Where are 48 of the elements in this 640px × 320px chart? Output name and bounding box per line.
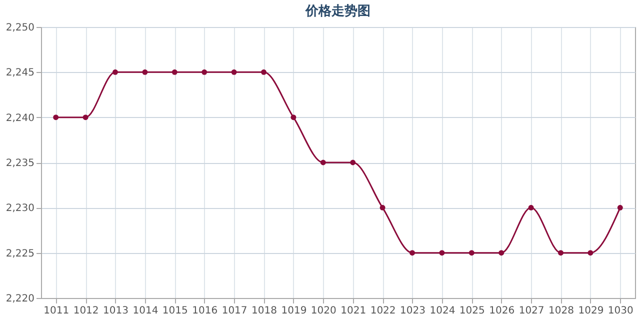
x-tick-label: 1012 (73, 306, 99, 316)
x-tick-label: 1021 (340, 306, 366, 316)
x-tick-label: 1015 (162, 306, 188, 316)
point (320, 160, 326, 166)
x-tick-label: 1030 (608, 306, 634, 316)
x-tick-label: 1027 (518, 306, 544, 316)
point (439, 250, 445, 256)
point (410, 250, 415, 256)
x-tick-label: 1019 (281, 306, 307, 316)
point (172, 69, 178, 75)
x-tick-label: 1018 (252, 306, 277, 316)
point (558, 250, 564, 256)
x-tick-label: 1028 (548, 306, 574, 316)
point (142, 69, 148, 75)
chart-title: 价格走势图 (304, 3, 370, 19)
y-tick-label: 2,250 (6, 22, 34, 34)
point (290, 114, 296, 120)
y-tick-label: 2,220 (6, 294, 34, 304)
point (468, 250, 474, 256)
point (261, 69, 266, 75)
x-tick-label: 1022 (370, 306, 396, 316)
y-tick-label: 2,240 (6, 112, 34, 124)
y-tick-label: 2,225 (6, 248, 34, 260)
point (350, 160, 356, 166)
point (231, 69, 237, 75)
point (528, 204, 534, 210)
point (202, 69, 208, 75)
x-tick-label: 1026 (489, 306, 515, 316)
y-tick-label: 2,245 (6, 68, 34, 79)
point (617, 204, 623, 210)
point (498, 250, 504, 256)
x-tick-label: 1024 (430, 306, 456, 316)
x-tick-label: 1025 (459, 306, 485, 316)
point (588, 250, 594, 256)
point (380, 204, 386, 210)
x-tick-label: 1020 (310, 306, 336, 316)
x-tick-label: 1014 (132, 306, 158, 316)
x-tick-label: 1023 (400, 306, 426, 316)
x-tick-label: 1016 (192, 306, 218, 316)
x-tick-label: 1011 (44, 306, 70, 316)
x-tick-label: 1013 (103, 306, 128, 316)
point (53, 114, 59, 120)
x-tick-label: 1029 (578, 306, 604, 316)
point (82, 114, 88, 120)
x-tick-label: 1017 (222, 306, 248, 316)
y-tick-label: 2,235 (6, 158, 34, 169)
y-tick-label: 2,230 (6, 203, 34, 214)
point (112, 69, 118, 75)
